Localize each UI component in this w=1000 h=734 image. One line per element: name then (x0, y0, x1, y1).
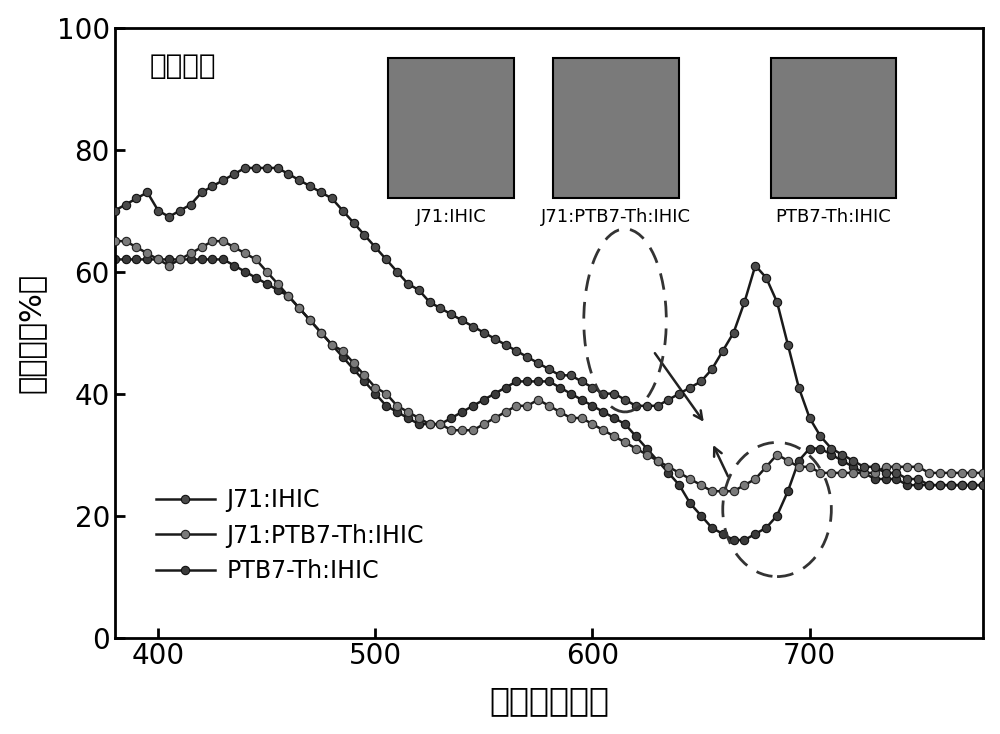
PTB7-Th:IHIC (728, 536, 740, 545)
Text: 薄膜图片: 薄膜图片 (150, 52, 216, 80)
Text: J71:IHIC: J71:IHIC (416, 208, 487, 225)
Bar (553, 58, 679, 198)
J71:IHIC (760, 273, 772, 282)
J71:PTB7-Th:IHIC (760, 462, 772, 471)
X-axis label: 波长（纳米）: 波长（纳米） (489, 684, 609, 717)
Line: J71:IHIC: J71:IHIC (111, 164, 987, 490)
J71:IHIC (239, 164, 251, 172)
Y-axis label: 透过率（%）: 透过率（%） (17, 272, 46, 393)
J71:IHIC (901, 475, 913, 484)
J71:PTB7-Th:IHIC (652, 457, 664, 465)
PTB7-Th:IHIC (825, 450, 837, 459)
Bar (388, 58, 514, 198)
PTB7-Th:IHIC (901, 481, 913, 490)
J71:PTB7-Th:IHIC (825, 468, 837, 477)
J71:PTB7-Th:IHIC (901, 462, 913, 471)
J71:PTB7-Th:IHIC (586, 420, 598, 429)
PTB7-Th:IHIC (760, 523, 772, 532)
Text: J71:PTB7-Th:IHIC: J71:PTB7-Th:IHIC (541, 208, 691, 225)
J71:PTB7-Th:IHIC (869, 468, 881, 477)
J71:IHIC (923, 481, 935, 490)
J71:IHIC (825, 444, 837, 453)
J71:PTB7-Th:IHIC (977, 468, 989, 477)
PTB7-Th:IHIC (869, 475, 881, 484)
J71:IHIC (662, 396, 674, 404)
Text: PTB7-Th:IHIC: PTB7-Th:IHIC (776, 208, 891, 225)
J71:PTB7-Th:IHIC (706, 487, 718, 495)
J71:IHIC (869, 462, 881, 471)
Line: PTB7-Th:IHIC: PTB7-Th:IHIC (111, 255, 987, 544)
J71:IHIC (109, 206, 121, 215)
J71:IHIC (597, 389, 609, 398)
Bar (771, 58, 896, 198)
PTB7-Th:IHIC (652, 457, 664, 465)
Legend: J71:IHIC, J71:PTB7-Th:IHIC, PTB7-Th:IHIC: J71:IHIC, J71:PTB7-Th:IHIC, PTB7-Th:IHIC (144, 476, 436, 595)
J71:IHIC (977, 481, 989, 490)
PTB7-Th:IHIC (586, 401, 598, 410)
Line: J71:PTB7-Th:IHIC: J71:PTB7-Th:IHIC (111, 237, 987, 495)
J71:PTB7-Th:IHIC (109, 237, 121, 246)
PTB7-Th:IHIC (977, 481, 989, 490)
PTB7-Th:IHIC (109, 255, 121, 264)
